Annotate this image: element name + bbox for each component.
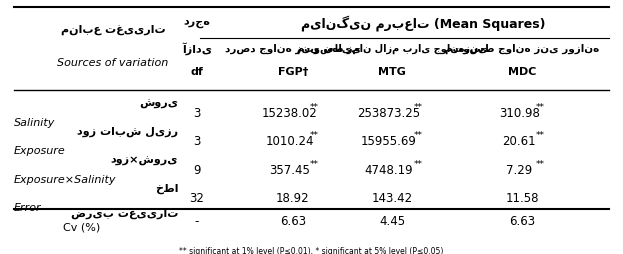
Text: FGP†: FGP†: [278, 67, 308, 77]
Text: درصد جوانه زنی نهایی: درصد جوانه زنی نهایی: [225, 43, 361, 54]
Text: 15238.02: 15238.02: [262, 106, 318, 119]
Text: 253873.25: 253873.25: [358, 106, 421, 119]
Text: Exposure×Salinity: Exposure×Salinity: [14, 174, 117, 184]
Text: Exposure: Exposure: [14, 146, 65, 156]
Text: متوسط زمان لازم برای جوانه‌زنی: متوسط زمان لازم برای جوانه‌زنی: [297, 43, 487, 54]
Text: 6.63: 6.63: [280, 215, 306, 228]
Text: شوری: شوری: [139, 99, 178, 109]
Text: 3: 3: [193, 135, 201, 148]
Text: ** significant at 1% level (P≤0.01), * significant at 5% level (P≤0.05): ** significant at 1% level (P≤0.01), * s…: [179, 246, 444, 254]
Text: 4.45: 4.45: [379, 215, 405, 228]
Text: ضریب تغییرات: ضریب تغییرات: [71, 208, 178, 218]
Text: منابع تغییرات: منابع تغییرات: [60, 24, 165, 35]
Text: 6.63: 6.63: [510, 215, 535, 228]
Text: درجه: درجه: [183, 18, 210, 27]
Text: 11.58: 11.58: [506, 191, 539, 204]
Text: **: **: [414, 159, 422, 168]
Text: **: **: [310, 103, 319, 112]
Text: MTG: MTG: [378, 67, 406, 77]
Text: MDC: MDC: [508, 67, 536, 77]
Text: **: **: [535, 131, 545, 140]
Text: Cv (%): Cv (%): [64, 222, 101, 232]
Text: خطا: خطا: [155, 183, 178, 193]
Text: **: **: [310, 131, 319, 140]
Text: 18.92: 18.92: [276, 191, 310, 204]
Text: 7.29: 7.29: [506, 163, 533, 176]
Text: 9: 9: [193, 163, 201, 176]
Text: 15955.69: 15955.69: [361, 135, 417, 148]
Text: دوز تابش لیزر: دوز تابش لیزر: [77, 127, 178, 137]
Text: متوسط جوانه زنی روزانه: متوسط جوانه زنی روزانه: [445, 43, 599, 54]
Text: **: **: [535, 159, 545, 168]
Text: دوز×شوری: دوز×شوری: [111, 155, 178, 165]
Text: 310.98: 310.98: [499, 106, 540, 119]
Text: 32: 32: [189, 191, 204, 204]
Text: 3: 3: [193, 106, 201, 119]
Text: Salinity: Salinity: [14, 117, 55, 128]
Text: میانگین مربعات (Mean Squares): میانگین مربعات (Mean Squares): [301, 15, 545, 30]
Text: **: **: [414, 131, 422, 140]
Text: 357.45: 357.45: [269, 163, 310, 176]
Text: آزادی: آزادی: [182, 42, 212, 55]
Text: 4748.19: 4748.19: [364, 163, 413, 176]
Text: 143.42: 143.42: [371, 191, 412, 204]
Text: Error: Error: [14, 202, 41, 212]
Text: **: **: [535, 103, 545, 112]
Text: -: -: [194, 215, 199, 228]
Text: 20.61: 20.61: [503, 135, 536, 148]
Text: 1010.24: 1010.24: [265, 135, 314, 148]
Text: **: **: [310, 159, 319, 168]
Text: Sources of variation: Sources of variation: [57, 57, 169, 68]
Text: **: **: [414, 103, 422, 112]
Text: df: df: [190, 67, 203, 77]
